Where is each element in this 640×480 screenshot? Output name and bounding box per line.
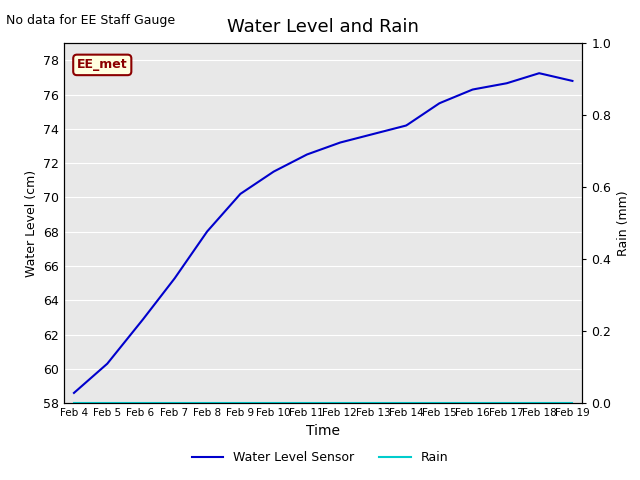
Water Level Sensor <box>364 132 372 138</box>
Rain <box>568 400 576 406</box>
Water Level Sensor <box>70 390 78 396</box>
Water Level Sensor <box>198 236 206 241</box>
Rain <box>535 400 543 406</box>
Rain <box>436 400 444 406</box>
Rain <box>236 400 244 406</box>
Rain <box>203 400 211 406</box>
Rain <box>369 400 377 406</box>
Rain <box>469 400 477 406</box>
Rain <box>403 400 410 406</box>
Rain <box>170 400 177 406</box>
Water Level Sensor <box>403 122 411 128</box>
Rain <box>502 400 510 406</box>
Rain <box>103 400 111 406</box>
Water Level Sensor <box>535 71 543 76</box>
Title: Water Level and Rain: Water Level and Rain <box>227 18 419 36</box>
Water Level Sensor <box>445 96 453 102</box>
Line: Water Level Sensor: Water Level Sensor <box>74 73 572 393</box>
Text: No data for EE Staff Gauge: No data for EE Staff Gauge <box>6 14 175 27</box>
Y-axis label: Water Level (cm): Water Level (cm) <box>24 169 38 277</box>
Water Level Sensor <box>568 78 576 84</box>
Rain <box>336 400 344 406</box>
Rain <box>136 400 144 406</box>
Legend: Water Level Sensor, Rain: Water Level Sensor, Rain <box>187 446 453 469</box>
Y-axis label: Rain (mm): Rain (mm) <box>617 191 630 256</box>
Water Level Sensor <box>158 292 166 298</box>
X-axis label: Time: Time <box>306 424 340 438</box>
Text: EE_met: EE_met <box>77 59 127 72</box>
Rain <box>303 400 310 406</box>
Water Level Sensor <box>296 156 303 161</box>
Rain <box>70 400 78 406</box>
Rain <box>269 400 277 406</box>
